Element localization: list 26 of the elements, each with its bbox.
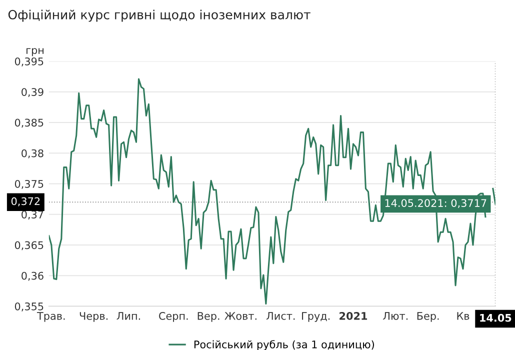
- y-tick-label: 0,385: [14, 118, 44, 128]
- x-tick-label: Лист.: [266, 312, 295, 320]
- x-tick-label: Кв: [457, 312, 470, 320]
- x-tick-label: Бер.: [417, 312, 439, 322]
- y-tick-label: 0,375: [14, 180, 44, 189]
- x-tick-label: Серп.: [159, 312, 188, 322]
- x-tick-label: Лип.: [116, 312, 140, 320]
- x-tick-label: 14.05: [480, 314, 512, 322]
- y-axis-title: грн: [26, 48, 44, 56]
- y-tick-label: 0,36: [22, 272, 44, 281]
- ref-line-label: 0,372: [11, 197, 40, 206]
- x-tick-label: Вер.: [198, 312, 220, 322]
- chart-title: Офіційний курс гривні щодо іноземних валют: [8, 10, 310, 22]
- y-tick-label: 0,38: [22, 149, 44, 158]
- x-tick-label: Лют.: [383, 312, 408, 320]
- legend-label: Російський рубль (за 1 одиницю): [194, 340, 374, 350]
- y-tick-label: 0,395: [14, 57, 44, 66]
- x-tick-label: Черв.: [80, 312, 108, 322]
- x-tick-label: Трав.: [36, 312, 65, 322]
- y-tick-label: 0,365: [14, 241, 44, 250]
- x-tick-label: 2021: [340, 312, 368, 320]
- y-tick-label: 0,39: [22, 88, 44, 98]
- annotation: 14.05.2021: 0,3717: [385, 199, 486, 208]
- x-tick-label: Груд.: [302, 312, 330, 322]
- x-tick-label: Жовт.: [224, 312, 256, 320]
- y-tick-label: 0,355: [14, 302, 44, 312]
